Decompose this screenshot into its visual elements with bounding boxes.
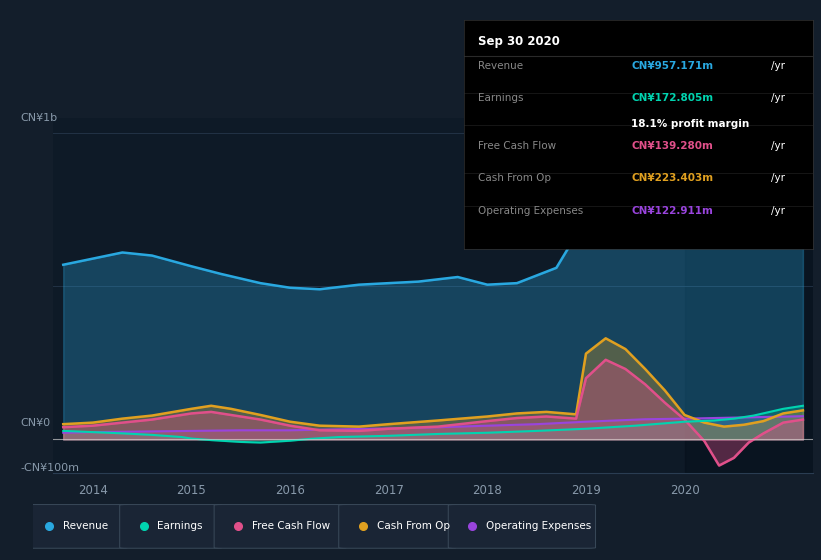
Text: Sep 30 2020: Sep 30 2020: [478, 35, 560, 48]
Text: Cash From Op: Cash From Op: [377, 521, 450, 531]
FancyBboxPatch shape: [214, 505, 346, 548]
Text: Revenue: Revenue: [63, 521, 108, 531]
Text: CN¥122.911m: CN¥122.911m: [631, 206, 713, 216]
Text: Operating Expenses: Operating Expenses: [478, 206, 583, 216]
Text: CN¥223.403m: CN¥223.403m: [631, 174, 713, 184]
Text: /yr: /yr: [771, 174, 785, 184]
Text: Free Cash Flow: Free Cash Flow: [478, 141, 556, 151]
Text: -CN¥100m: -CN¥100m: [21, 463, 80, 473]
Text: Earnings: Earnings: [158, 521, 203, 531]
FancyBboxPatch shape: [448, 505, 595, 548]
Text: /yr: /yr: [771, 206, 785, 216]
Text: Cash From Op: Cash From Op: [478, 174, 551, 184]
Text: CN¥172.805m: CN¥172.805m: [631, 93, 713, 103]
Text: /yr: /yr: [771, 61, 785, 71]
FancyBboxPatch shape: [25, 505, 127, 548]
Text: Earnings: Earnings: [478, 93, 523, 103]
FancyBboxPatch shape: [120, 505, 222, 548]
Text: CN¥0: CN¥0: [21, 418, 51, 428]
Text: CN¥957.171m: CN¥957.171m: [631, 61, 713, 71]
Text: CN¥1b: CN¥1b: [21, 113, 57, 123]
Bar: [685, 118, 821, 473]
Text: /yr: /yr: [771, 141, 785, 151]
Text: Revenue: Revenue: [478, 61, 523, 71]
Text: /yr: /yr: [771, 93, 785, 103]
Text: Free Cash Flow: Free Cash Flow: [252, 521, 330, 531]
Text: 18.1% profit margin: 18.1% profit margin: [631, 119, 750, 129]
Text: Operating Expenses: Operating Expenses: [486, 521, 591, 531]
Text: CN¥139.280m: CN¥139.280m: [631, 141, 713, 151]
FancyBboxPatch shape: [339, 505, 456, 548]
